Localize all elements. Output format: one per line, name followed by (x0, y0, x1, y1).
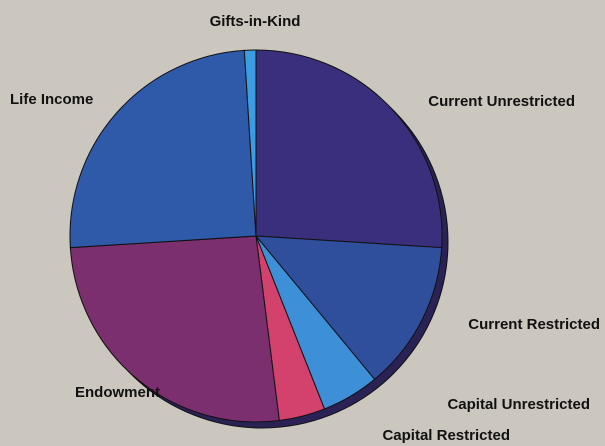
slice-label: Capital Unrestricted (447, 396, 590, 413)
slice-label: Capital Restricted (382, 427, 510, 444)
pie-slice (69, 49, 257, 249)
slice-label: Gifts-in-Kind (210, 13, 301, 30)
slice-label: Life Income (10, 91, 93, 108)
pie-slice (69, 235, 280, 423)
slice-label: Current Unrestricted (428, 93, 575, 110)
slice-label: Endowment (75, 384, 160, 401)
slice-label: Current Restricted (468, 316, 600, 333)
pie-slice (255, 49, 443, 249)
pie-slice (243, 49, 257, 237)
pie-slice (254, 235, 443, 381)
